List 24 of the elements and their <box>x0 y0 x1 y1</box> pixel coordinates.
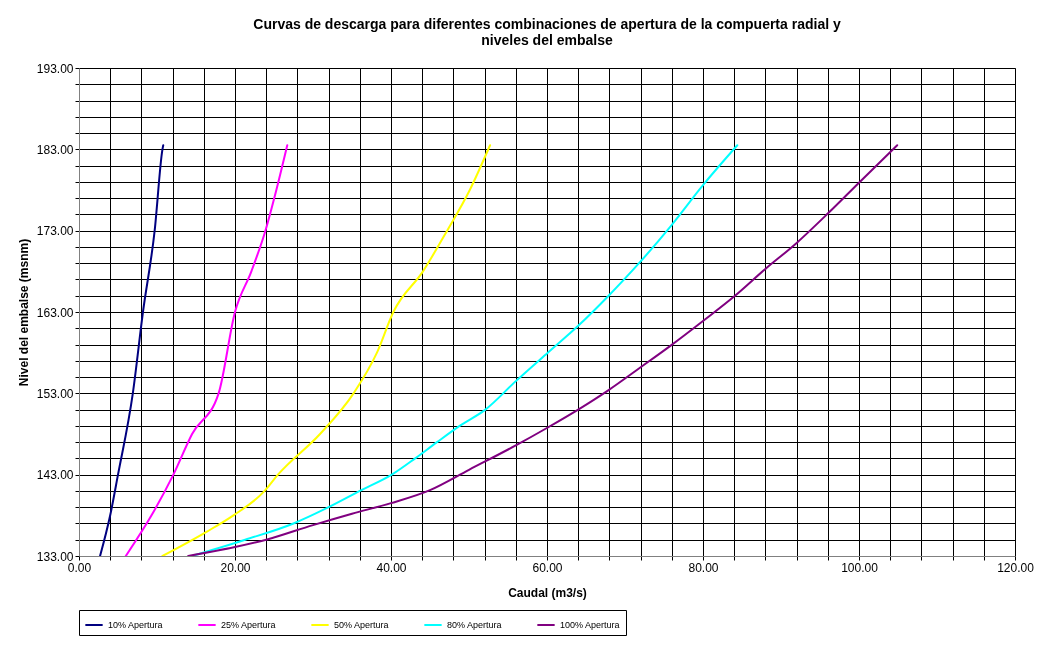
y-tick-label: 153.00 <box>36 386 74 401</box>
line-series <box>99 144 165 556</box>
y-tick-label: 183.00 <box>36 142 74 157</box>
chart-title: Curvas de descarga para diferentes combinaciones de apertura de la compuerta radial y niveles del embalse <box>253 16 841 48</box>
legend-label: 25% Apertura <box>221 620 276 630</box>
x-axis-title: Caudal (m3/s) <box>508 585 587 600</box>
x-tick-label: 80.00 <box>688 560 719 575</box>
legend-label: 10% Apertura <box>108 620 163 630</box>
y-tick-label: 143.00 <box>36 468 74 483</box>
x-tick-label: 40.00 <box>376 560 407 575</box>
y-tick-label: 163.00 <box>36 305 74 320</box>
legend-label: 80% Apertura <box>447 620 502 630</box>
line-series <box>161 144 492 556</box>
y-tick-label: 193.00 <box>36 61 74 76</box>
legend-label: 50% Apertura <box>334 620 389 630</box>
x-tick-label: 20.00 <box>220 560 251 575</box>
y-tick-label: 173.00 <box>36 224 74 239</box>
y-axis-title: Nivel del embalse (msnm) <box>16 238 31 387</box>
line-series <box>187 144 899 556</box>
x-tick-label: 100.00 <box>841 560 879 575</box>
legend-label: 100% Apertura <box>560 620 620 630</box>
x-tick-label: 60.00 <box>532 560 563 575</box>
line-series <box>124 144 289 556</box>
x-tick-label: 120.00 <box>997 560 1035 575</box>
